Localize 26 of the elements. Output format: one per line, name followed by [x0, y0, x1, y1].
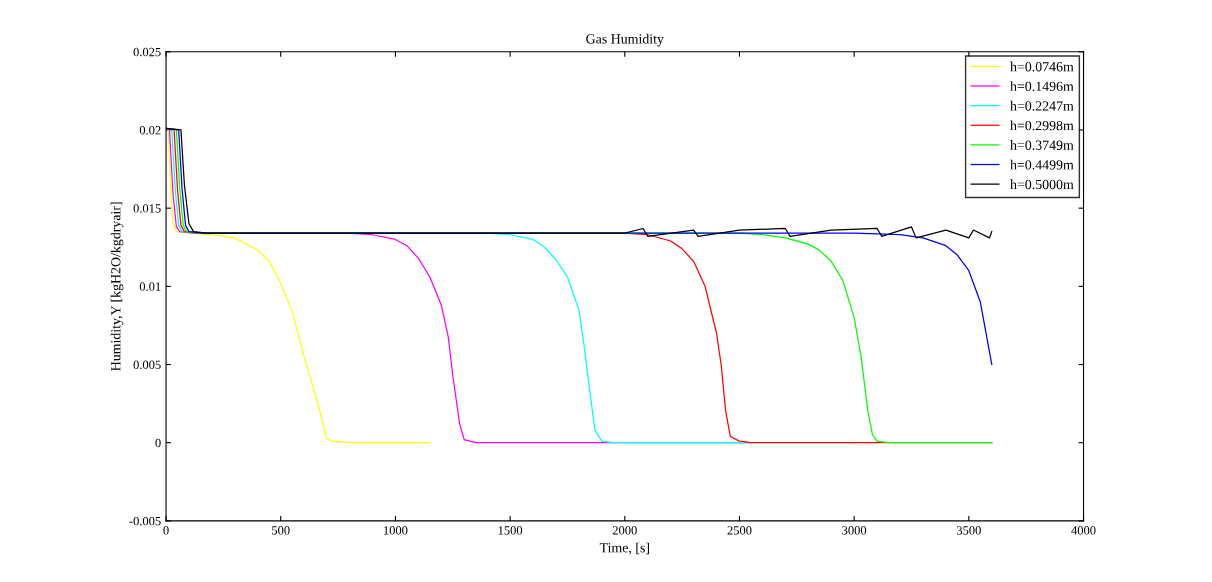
chart-title: Gas Humidity: [586, 33, 664, 47]
y-tick-label: 0: [155, 438, 161, 448]
y-tick-label: 0.005: [133, 360, 161, 370]
legend-label: h=0.4499m: [1010, 159, 1074, 170]
y-axis-title: Humidity,Y [kgH2O/kgdryair]: [110, 202, 124, 371]
y-tick-label: -0.005: [129, 516, 161, 526]
x-tick-label: 500: [272, 526, 290, 535]
legend-label: h=0.2998m: [1010, 120, 1074, 131]
legend-label: h=0.1496m: [1010, 81, 1074, 92]
x-tick-label: 3000: [842, 526, 867, 535]
legend-label: h=0.5000m: [1010, 179, 1074, 190]
x-tick-label: 1000: [384, 526, 408, 535]
legend-label: h=0.2247m: [1010, 100, 1074, 111]
y-tick-label: 0.015: [133, 204, 161, 213]
legend-label: h=0.3749m: [1010, 140, 1074, 150]
y-tick-label: 0.025: [133, 47, 161, 57]
legend-label: h=0.0746m: [1010, 61, 1074, 72]
x-tick-label: 2000: [612, 526, 637, 535]
x-tick-label: 0: [163, 526, 169, 535]
x-tick-label: 3500: [956, 526, 981, 535]
x-axis-title: Time, [s]: [599, 542, 649, 555]
x-tick-label: 4000: [1071, 526, 1096, 535]
x-tick-label: 1500: [498, 526, 523, 535]
y-tick-label: 0.01: [139, 282, 161, 291]
x-tick-label: 2500: [727, 526, 752, 535]
y-tick-label: 0.02: [139, 126, 161, 135]
